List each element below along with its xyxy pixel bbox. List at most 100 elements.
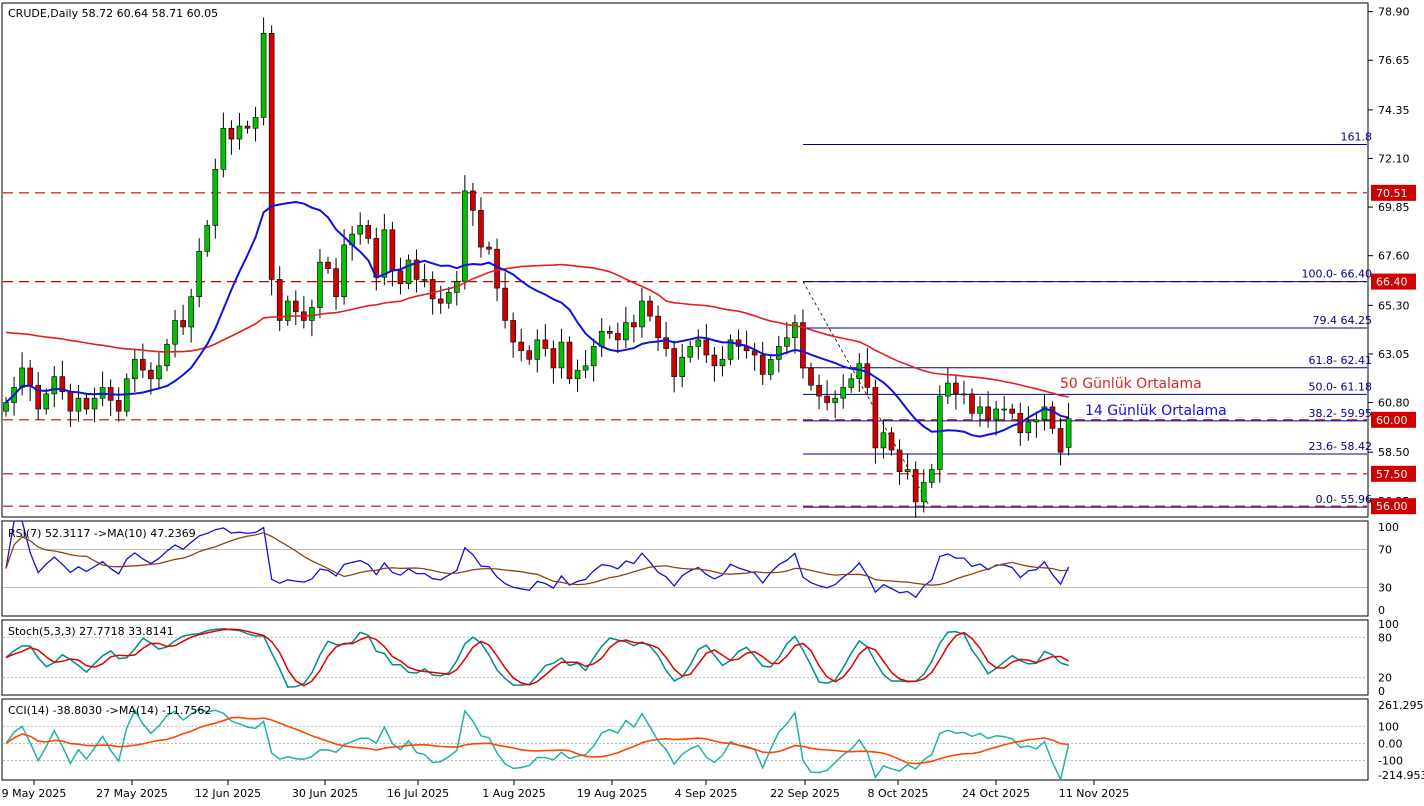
candle-body (824, 395, 830, 403)
candle-body (172, 320, 178, 345)
candle-body (220, 127, 227, 170)
candle-body (711, 354, 718, 367)
rsi-tick-label: 30 (1378, 582, 1392, 595)
rsi-tick-label: 0 (1378, 604, 1385, 617)
candle-body (703, 339, 710, 356)
candle-body (719, 359, 726, 367)
candle-body (1065, 418, 1072, 448)
candle-body (445, 292, 452, 304)
candle-body (969, 393, 975, 414)
main-y-tick-label: 69.85 (1378, 201, 1410, 214)
candle-body (268, 32, 275, 280)
candle-body (413, 259, 420, 280)
candle-body (550, 348, 557, 369)
candle-body (260, 32, 267, 118)
fib-label: 100.0- 66.40 (1302, 268, 1372, 281)
candle-body (494, 248, 500, 289)
candle-body (655, 315, 661, 339)
main-y-tick-label: 65.30 (1378, 299, 1410, 312)
candle-body (687, 346, 694, 358)
stoch-signal-line (5, 628, 1069, 687)
candle-body (317, 261, 323, 308)
candle-body (518, 341, 525, 352)
candle-body (558, 341, 565, 369)
candle-body (896, 449, 903, 472)
candle-body (985, 406, 991, 421)
fib-label: 61.8- 62.41 (1309, 354, 1372, 367)
candle-body (333, 268, 339, 298)
level-badge-label: 66.40 (1376, 276, 1408, 289)
candle-body (864, 363, 871, 388)
candle-body (679, 356, 686, 377)
candle-body (59, 376, 66, 393)
fib-label: 79.4 64.25 (1313, 314, 1372, 327)
candle-body (51, 376, 58, 395)
candle-body (421, 279, 428, 281)
candle-body (75, 397, 82, 412)
candle-body (180, 320, 186, 328)
candle-body (148, 369, 154, 380)
main-y-tick-label: 72.10 (1378, 152, 1410, 165)
rsi-ma-line (5, 532, 1069, 586)
ma50-line (5, 263, 1069, 398)
candle-body (276, 279, 283, 321)
candle-body (502, 287, 508, 321)
x-axis-label: 4 Sep 2025 (675, 787, 738, 800)
candle-body (397, 270, 404, 285)
cci-layer (3, 708, 1367, 782)
candle-body (437, 298, 444, 304)
fib-anchor-line (802, 281, 931, 508)
candle-body (1041, 406, 1048, 421)
candle-body (784, 337, 790, 347)
level-badge (1371, 273, 1416, 290)
ma50-label: 50 Günlük Ortalama (1060, 376, 1202, 392)
x-axis-label: 12 Jun 2025 (195, 787, 261, 800)
candle-body (848, 378, 855, 388)
x-axis-label: 11 Nov 2025 (1059, 787, 1129, 800)
candle-body (429, 279, 436, 300)
stoch-tick-label: 0 (1378, 685, 1385, 698)
candle-body (365, 225, 372, 239)
cci-tick-label: 0.00 (1378, 737, 1403, 750)
candle-body (462, 190, 468, 282)
candle-body (639, 300, 645, 328)
stoch-title: Stoch(5,3,3) 27.7718 33.8141 (8, 625, 174, 638)
candle-body (993, 408, 999, 421)
candle-body (671, 348, 677, 377)
candle-body (767, 359, 774, 375)
candle-body (373, 238, 380, 278)
candle-body (663, 337, 669, 349)
candle-body (775, 346, 782, 360)
candle-body (478, 210, 484, 248)
main-panel (1, 2, 1369, 518)
candle-body (510, 320, 516, 343)
main-y-tick-label: 74.35 (1378, 104, 1410, 117)
candle-body (912, 469, 919, 503)
candle-body (920, 482, 927, 503)
candle-body (542, 339, 549, 349)
candle-body (1009, 408, 1016, 414)
candle-body (357, 225, 364, 235)
level-badge-label: 57.50 (1376, 468, 1408, 481)
level-badge (1371, 498, 1416, 515)
main-y-tick-label: 78.90 (1378, 6, 1410, 19)
candle-body (880, 432, 887, 449)
candle-body (606, 330, 613, 334)
x-axis-label: 30 Jun 2025 (292, 787, 358, 800)
candle-body (888, 432, 895, 451)
main-y-tick-label: 63.05 (1378, 348, 1410, 361)
fib-label: 0.0- 55.96 (1316, 493, 1372, 506)
candle-body (928, 469, 935, 483)
stoch-tick-label: 20 (1378, 672, 1392, 685)
main-chart-layer: 161.8 100.0- 66.40 79.4 64.25 61.8- 62.41 50… (3, 17, 1373, 518)
candle-body (526, 350, 533, 360)
ma14-line (5, 200, 1069, 438)
rsi-tick-label: 100 (1378, 521, 1399, 534)
candle-body (574, 369, 581, 380)
candle-body (325, 261, 331, 269)
candle-body (840, 387, 847, 399)
candle-body (284, 300, 291, 321)
fib-label: 161.8 (1341, 130, 1373, 143)
candle-body (212, 168, 219, 226)
candle-body (816, 384, 822, 397)
